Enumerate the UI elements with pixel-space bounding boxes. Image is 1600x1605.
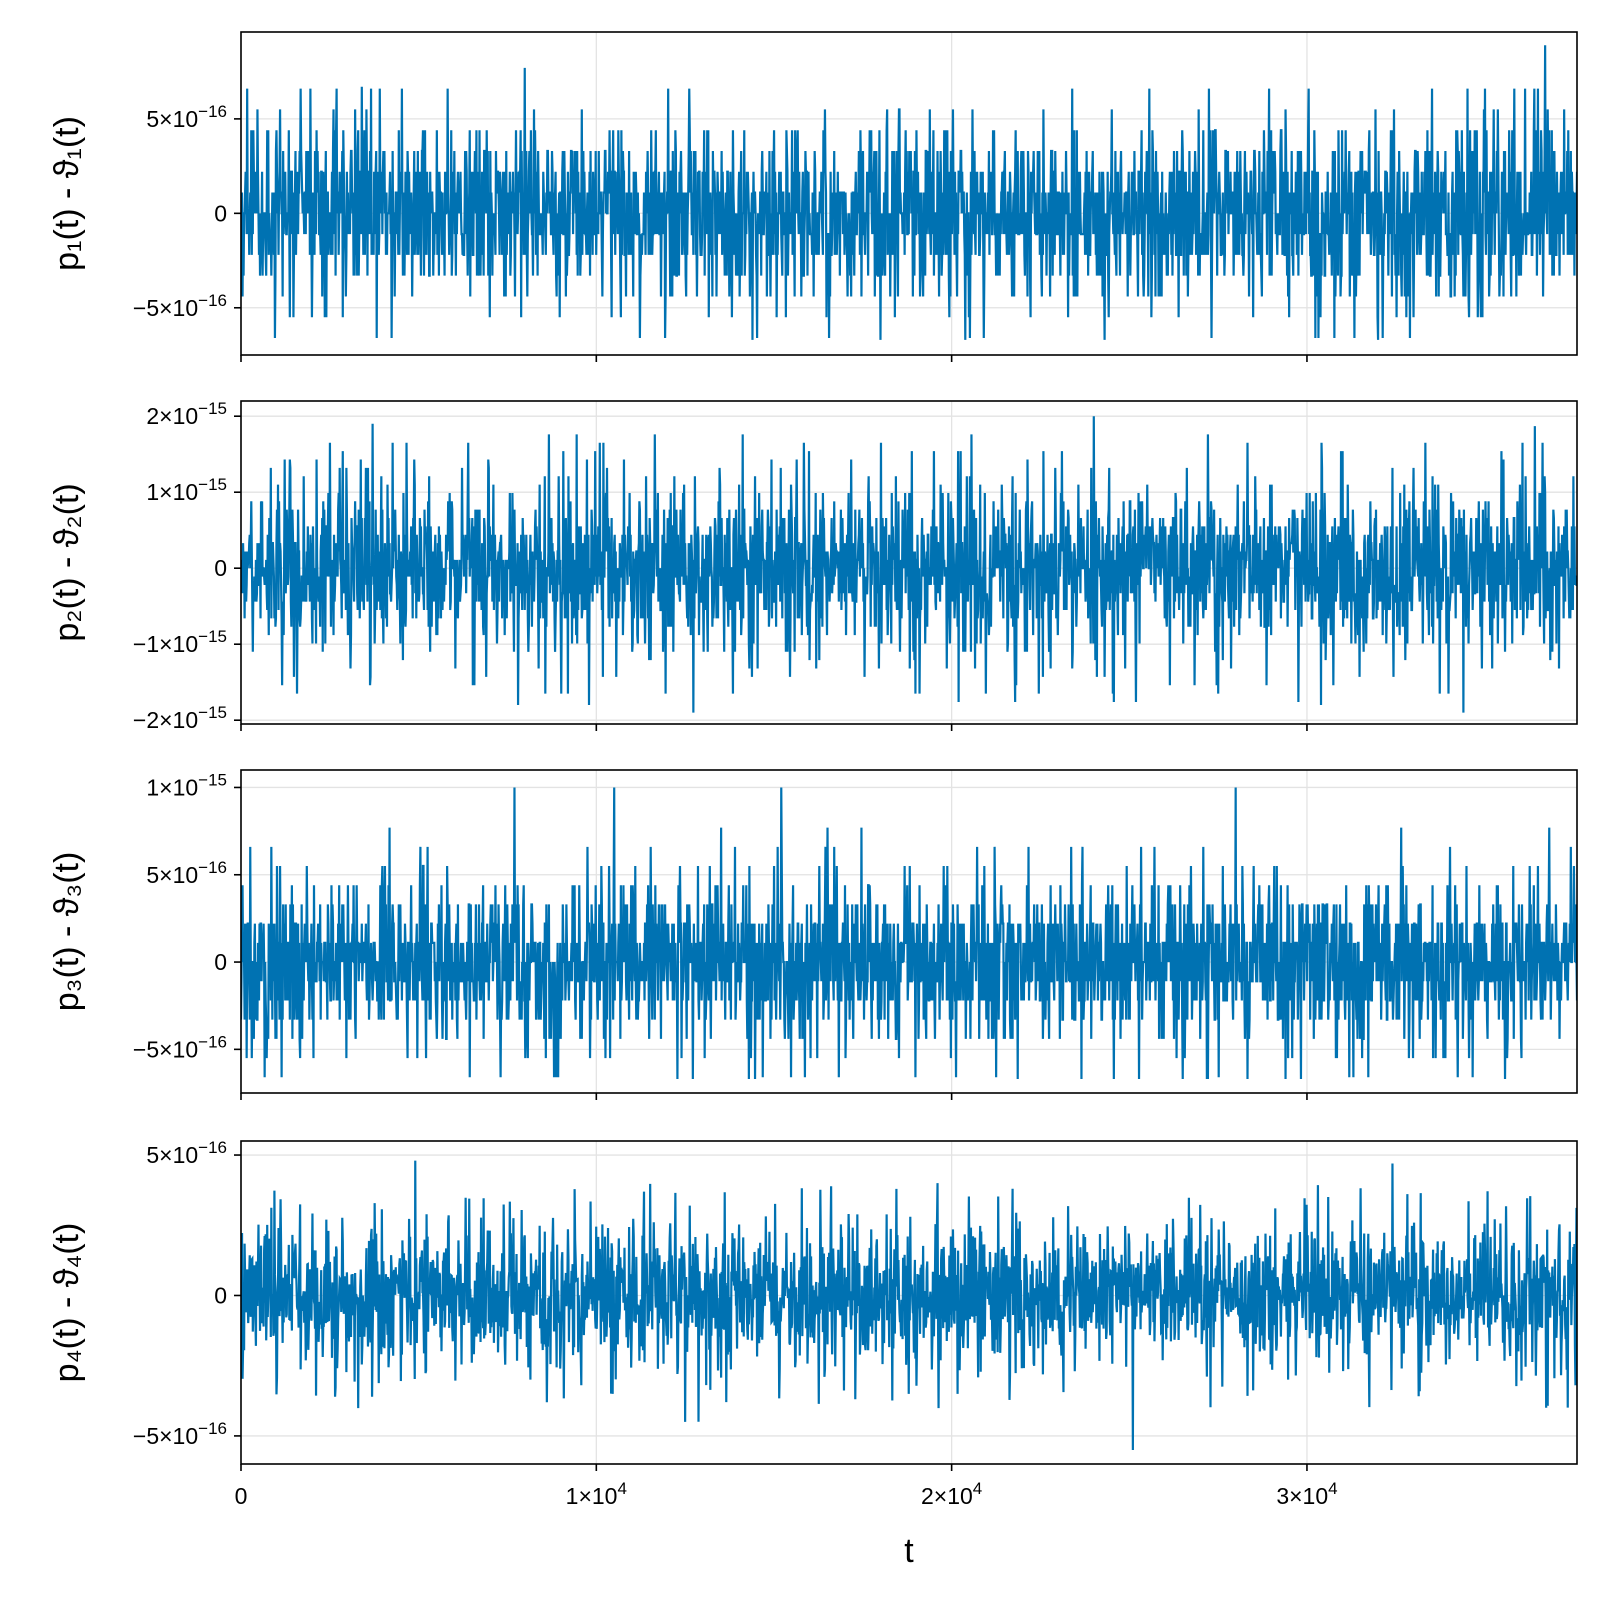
plot-frame xyxy=(240,400,1578,725)
plot-frame xyxy=(240,31,1578,356)
series-line xyxy=(241,416,1577,713)
y-tick-label: 0 xyxy=(214,949,227,975)
y-tick-label: 1×10−15 xyxy=(146,770,227,800)
series-line xyxy=(241,1160,1577,1450)
x-tick-label: 2×104 xyxy=(921,1479,982,1509)
x-tick-label: 3×104 xyxy=(1276,1479,1337,1509)
y-tick-label: 0 xyxy=(214,555,227,581)
y-tick-label: 0 xyxy=(214,1282,227,1308)
panel-2: 2×10−15 1×10−15 0 −1×10−15 −2×10−15 p₂(t) - ϑ… xyxy=(48,399,1578,733)
y-tick-label: −1×10−15 xyxy=(133,627,227,657)
y-tick-label: −5×10−16 xyxy=(133,1032,227,1062)
y-tick-label: −5×10−16 xyxy=(133,291,227,321)
y-tick-label: 1×10−15 xyxy=(146,475,227,505)
x-tick-label: 1×104 xyxy=(566,1479,627,1509)
y-tick-label: −2×10−15 xyxy=(133,703,227,733)
series-line xyxy=(241,45,1577,340)
y-tick-label: 0 xyxy=(214,200,227,226)
y-axis-label: p₂(t) - ϑ₂(t) xyxy=(48,483,86,641)
y-tick-label: 5×10−16 xyxy=(146,858,227,888)
y-axis-label: p₄(t) - ϑ₄(t) xyxy=(48,1223,86,1383)
plot-frame xyxy=(240,1140,1578,1465)
y-tick-label: 5×10−16 xyxy=(146,102,227,132)
y-axis-label: p₁(t) - ϑ₁(t) xyxy=(48,116,86,271)
x-axis-label: t xyxy=(904,1532,914,1570)
x-tick-label: 0 xyxy=(235,1483,248,1509)
panel-1: 5×10−16 0 −5×10−16 p₁(t) - ϑ₁(t) xyxy=(48,31,1578,362)
y-tick-label: 2×10−15 xyxy=(146,399,227,429)
series-line xyxy=(241,787,1577,1080)
plot-frame xyxy=(240,769,1578,1094)
y-tick-label: 5×10−16 xyxy=(146,1138,227,1168)
y-tick-label: −5×10−16 xyxy=(133,1419,227,1449)
panel-4: 5×10−16 0 −5×10−16 p₄(t) - ϑ₄(t) 0 1×104 2×104… xyxy=(48,1138,1578,1570)
panel-3: 1×10−15 5×10−16 0 −5×10−16 p₃(t) - ϑ₃(t) xyxy=(48,769,1578,1100)
y-axis-label: p₃(t) - ϑ₃(t) xyxy=(48,852,86,1012)
